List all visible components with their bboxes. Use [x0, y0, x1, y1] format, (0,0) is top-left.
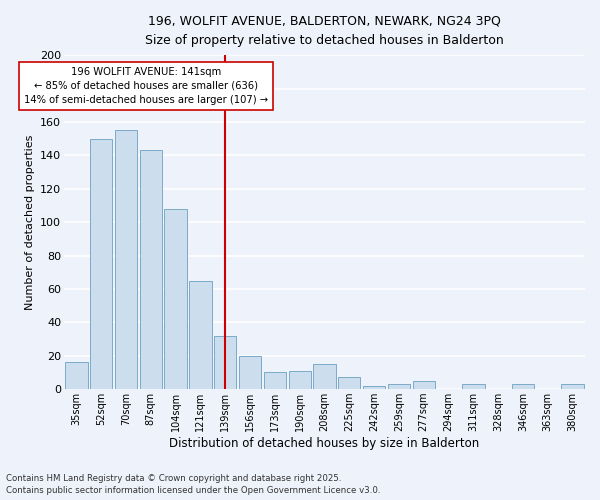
Bar [214, 336, 236, 389]
Bar [388, 384, 410, 389]
Bar [413, 381, 435, 389]
Bar [164, 209, 187, 389]
Text: 196 WOLFIT AVENUE: 141sqm
← 85% of detached houses are smaller (636)
14% of semi: 196 WOLFIT AVENUE: 141sqm ← 85% of detac… [24, 67, 268, 105]
Bar [462, 384, 485, 389]
Bar [512, 384, 534, 389]
Bar [264, 372, 286, 389]
Title: 196, WOLFIT AVENUE, BALDERTON, NEWARK, NG24 3PQ
Size of property relative to det: 196, WOLFIT AVENUE, BALDERTON, NEWARK, N… [145, 15, 504, 47]
Bar [562, 384, 584, 389]
X-axis label: Distribution of detached houses by size in Balderton: Distribution of detached houses by size … [169, 437, 479, 450]
Bar [313, 364, 335, 389]
Bar [65, 362, 88, 389]
Bar [115, 130, 137, 389]
Bar [90, 138, 112, 389]
Y-axis label: Number of detached properties: Number of detached properties [25, 134, 35, 310]
Text: Contains HM Land Registry data © Crown copyright and database right 2025.
Contai: Contains HM Land Registry data © Crown c… [6, 474, 380, 495]
Bar [189, 280, 212, 389]
Bar [289, 371, 311, 389]
Bar [363, 386, 385, 389]
Bar [239, 356, 261, 389]
Bar [338, 378, 361, 389]
Bar [140, 150, 162, 389]
